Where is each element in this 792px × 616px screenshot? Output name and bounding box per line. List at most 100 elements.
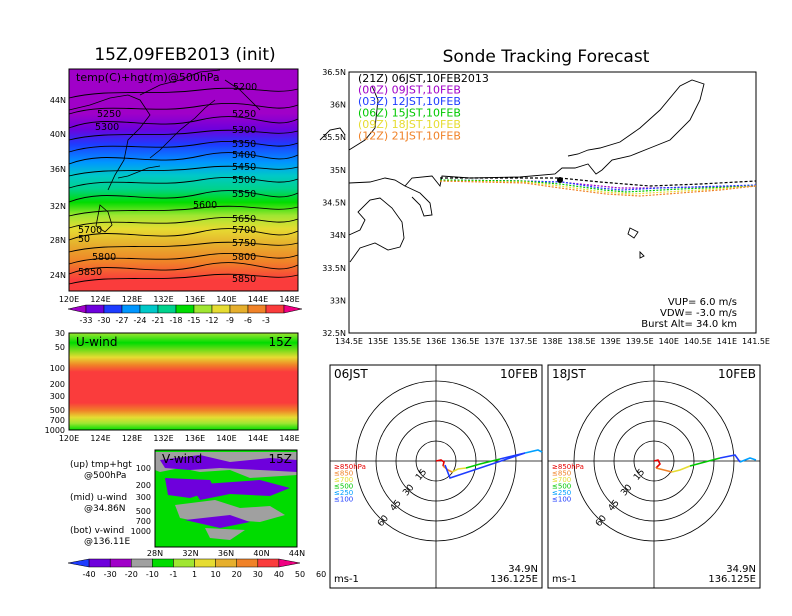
temp-colorbar-label: -15: [187, 316, 200, 325]
lat-tick: 36N: [330, 101, 346, 110]
height-contour-line: [68, 129, 299, 141]
launch-entry: (09Z) 18JST,10FEB: [358, 118, 461, 131]
v-panel-frame: [154, 449, 298, 548]
wind-colorbar-label: 50: [295, 570, 305, 579]
wind-colorbar-swatch: [278, 558, 301, 568]
param-vdw: VDW= -3.0 m/s: [660, 308, 737, 319]
lat-tick: 32N: [50, 202, 66, 211]
u-panel-frame: [68, 332, 299, 431]
hodograph-18jst: 18JST 10FEBms-134.9N136.125E15304560≥850h…: [547, 364, 761, 589]
v-panel-label: V-wind: [162, 452, 202, 466]
left-lat-axis: 44N 40N 36N 32N 28N 24N: [50, 96, 66, 280]
hodograph-level-label: ≤500: [552, 483, 571, 491]
wind-colorbar-swatch: [257, 558, 280, 568]
wind-colorbar-label: 20: [232, 570, 242, 579]
lon-tick: 136E: [185, 295, 205, 304]
lon-tick: 136.5E: [451, 337, 479, 346]
wind-colorbar-swatch: [215, 558, 237, 568]
wind-colorbar-swatch: [88, 558, 111, 568]
hodograph-level-label: ≤250: [552, 489, 571, 497]
launch-entry: (21Z) 06JST,10FEB2013: [358, 72, 489, 85]
lon-tick: 140E: [216, 434, 236, 443]
sonde-track: [439, 180, 757, 197]
hodograph-trace: [442, 465, 453, 473]
wind-colorbar-label: -20: [125, 570, 138, 579]
hodograph-level-label: ≤100: [552, 496, 571, 504]
hodograph-unit: ms-1: [334, 574, 359, 585]
hodograph-trace: [689, 457, 721, 467]
height-contour-line: [68, 216, 299, 229]
param-vup: VUP= 6.0 m/s: [668, 297, 737, 308]
height-label: 5400: [232, 150, 256, 161]
wind-colorbar-label: 60: [316, 570, 326, 579]
sonde-track: [439, 179, 757, 191]
lon-tick: 140.5E: [684, 337, 712, 346]
temp-colorbar-label: -33: [79, 316, 92, 325]
height-label: 5850: [78, 267, 102, 278]
hodograph-level-label: ≤700: [334, 476, 353, 484]
height-contour-line: [68, 116, 299, 129]
lon-tick: 128E: [122, 434, 142, 443]
temp-colorbar-label: -21: [151, 316, 164, 325]
pressure-tick: 500: [50, 406, 65, 415]
pressure-tick: 100: [136, 464, 151, 473]
wind-colorbar-label: -10: [146, 570, 159, 579]
u-wind-field: [69, 333, 298, 430]
pressure-tick: 700: [136, 517, 151, 526]
height-label: 5700: [78, 225, 102, 236]
lon-tick: 144E: [248, 434, 268, 443]
lon-tick: 124E: [90, 434, 110, 443]
lon-tick: 135.5E: [393, 337, 421, 346]
height-contour-line: [68, 273, 299, 285]
height-label: 5450: [232, 162, 256, 173]
lon-tick: 120E: [59, 295, 79, 304]
lon-tick: 140E: [659, 337, 679, 346]
height-label: 5300: [95, 122, 119, 133]
hodograph-trace: [435, 459, 445, 467]
track-map-frame: [348, 71, 757, 334]
lat-tick: 33N: [330, 296, 346, 305]
height-label: 5600: [193, 200, 217, 211]
height-contour-line: [68, 241, 299, 253]
u-lon-axis: 120E 124E 128E 132E 136E 140E 144E 148E: [59, 434, 300, 443]
temp-colorbar-label: -18: [169, 316, 182, 325]
hodograph-date: 10FEB: [718, 367, 756, 381]
lon-tick: 140E: [216, 295, 236, 304]
hodograph-trace: [465, 458, 501, 469]
wind-colorbar-label: -40: [83, 570, 96, 579]
hodograph-trace: [444, 452, 526, 480]
lat-tick: 32.5N: [322, 329, 346, 338]
temp-colorbar-labels: -33 -30 -27 -24 -21 -18 -15 -12 -9 -6 -3: [79, 316, 270, 325]
left-title: 15Z,09FEB2013 (init): [94, 45, 275, 65]
hodograph-unit: ms-1: [552, 574, 577, 585]
temp-colorbar-label: -12: [205, 316, 218, 325]
height-contour-line: [68, 152, 299, 165]
hodograph-trace: [719, 454, 741, 463]
lat-tick: 28N: [147, 549, 163, 558]
track-lat-axis: 36.5N 36N 35.5N 35N 34.5N 34N 33.5N 33N 32.5N: [322, 68, 346, 338]
temp-colorbar-label: -6: [244, 316, 252, 325]
temp-colorbar-label: -3: [262, 316, 270, 325]
hodograph-trace: [655, 467, 673, 473]
lat-tick: 44N: [50, 96, 66, 105]
right-title: Sonde Tracking Forecast: [443, 47, 650, 67]
height-contour-line: [68, 87, 299, 99]
launch-entry: (06Z) 15JST,10FEB: [358, 107, 461, 120]
height-label: 5550: [232, 189, 256, 200]
height-contour-line: [68, 252, 299, 265]
sonde-track: [439, 180, 757, 195]
lon-tick: 132E: [153, 434, 173, 443]
legend-mid-2: @34.86N: [84, 504, 126, 514]
height-label: 50: [78, 234, 90, 245]
launch-entry: (03Z) 12JST,10FEB: [358, 95, 461, 108]
hodograph-level-label: ≤850: [334, 470, 353, 478]
temp-colorbar-swatch: [67, 304, 87, 314]
lon-tick: 135E: [368, 337, 388, 346]
pressure-tick: 700: [50, 416, 65, 425]
lon-tick: 139.5E: [626, 337, 654, 346]
hodograph-level-label: ≤250: [334, 489, 353, 497]
temp-colorbar-swatch: [265, 304, 285, 314]
launch-site-marker: [557, 177, 563, 183]
lon-tick: 136E: [185, 434, 205, 443]
